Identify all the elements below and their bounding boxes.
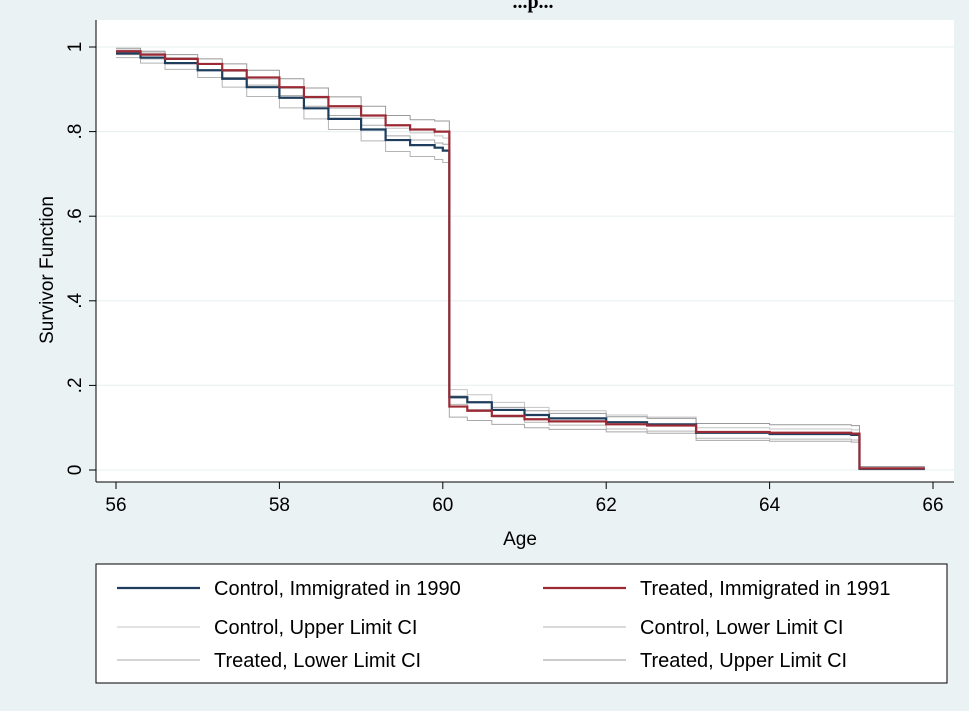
legend-label: Treated, Immigrated in 1991 <box>640 578 891 600</box>
legend: Control, Immigrated in 1990 Treated, Immi… <box>117 578 891 672</box>
y-tick-label: .4 <box>65 292 86 308</box>
x-tick-label: 62 <box>596 495 617 516</box>
y-axis-title: Survivor Function <box>37 196 58 344</box>
series-line-6 <box>116 47 925 468</box>
legend-label: Treated, Upper Limit CI <box>640 650 847 672</box>
y-tick-label: 0 <box>65 465 86 476</box>
grid-lines <box>96 46 954 471</box>
x-tick-label: 60 <box>432 495 453 516</box>
x-tick-label: 58 <box>269 495 290 516</box>
x-axis-title: Age <box>503 529 537 550</box>
chart-title: ...p... <box>512 0 553 13</box>
y-tick-label: .2 <box>65 377 86 393</box>
legend-label: Control, Immigrated in 1990 <box>214 578 461 600</box>
legend-label: Control, Upper Limit CI <box>214 617 417 639</box>
series-layer <box>116 47 925 471</box>
series-line-5 <box>116 54 925 471</box>
legend-box <box>95 563 948 684</box>
y-tick-label: 1 <box>65 42 86 53</box>
legend-label: Control, Lower Limit CI <box>640 617 843 639</box>
x-axis-ticks: 56 58 60 62 64 66 <box>105 482 944 516</box>
legend-label: Treated, Lower Limit CI <box>214 650 421 672</box>
x-tick-label: 56 <box>105 495 126 516</box>
x-tick-label: 64 <box>759 495 781 516</box>
y-axis-ticks: 0 .2 .4 .6 .8 1 <box>65 42 96 476</box>
series-line-2 <box>116 50 925 470</box>
y-tick-label: .8 <box>65 124 86 140</box>
x-tick-label: 66 <box>922 495 943 516</box>
y-tick-label: .6 <box>65 208 86 224</box>
